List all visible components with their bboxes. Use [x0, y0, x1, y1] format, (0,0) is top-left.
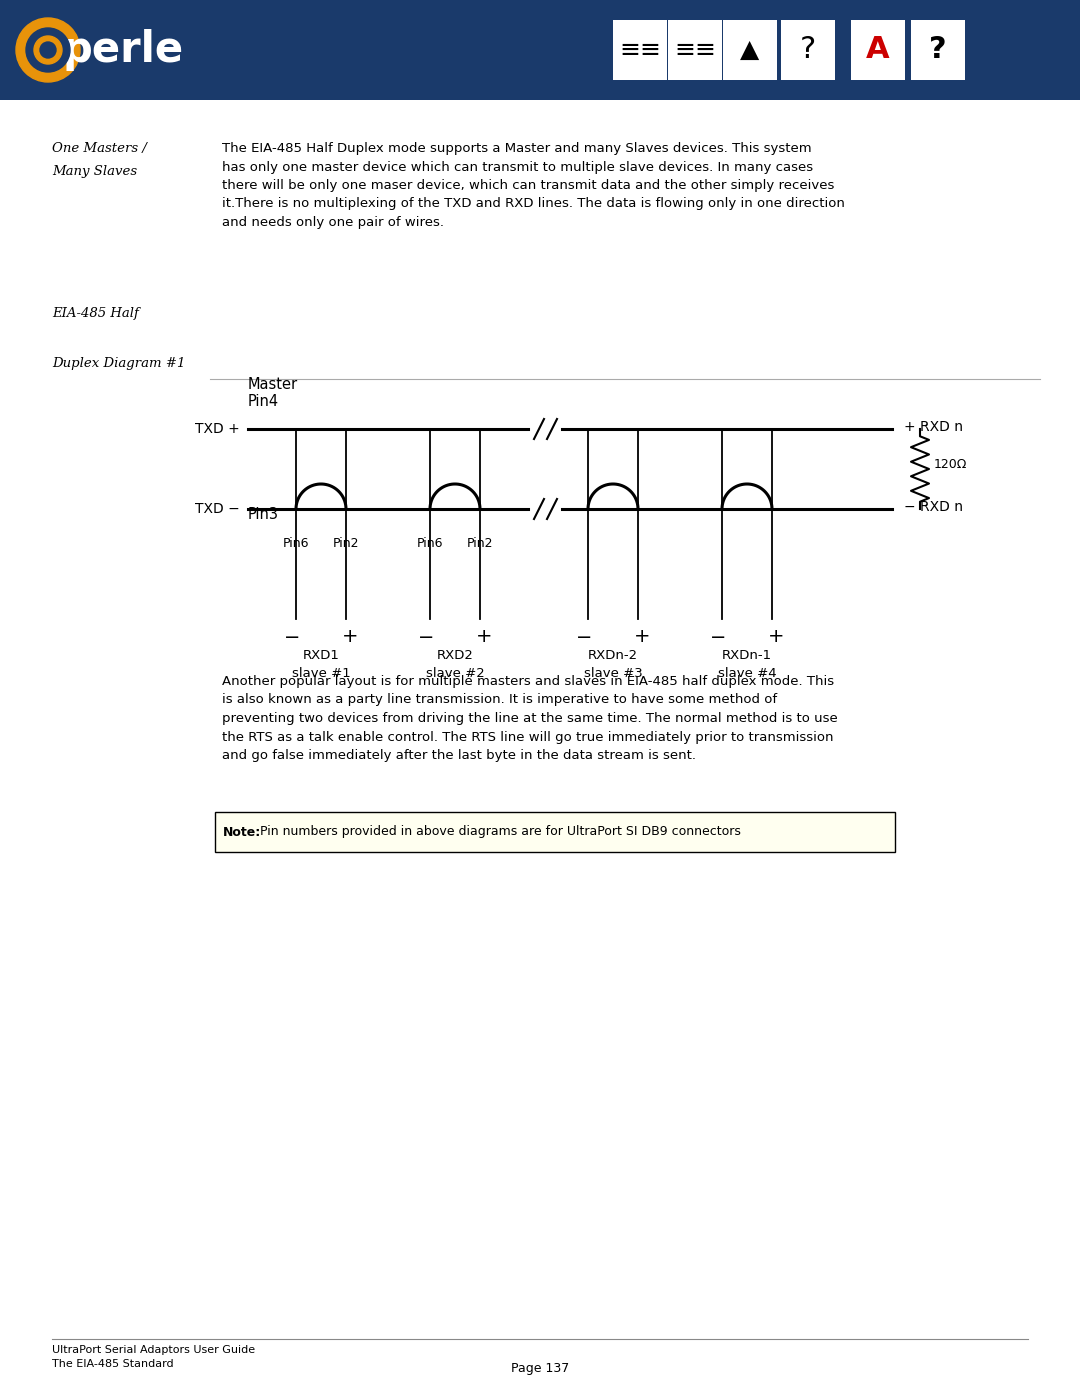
Bar [723, 20, 777, 80]
Text: ≡≡: ≡≡ [674, 38, 716, 61]
Circle shape [16, 18, 80, 82]
Text: perle: perle [63, 29, 184, 71]
Bar [669, 20, 723, 80]
Text: Master: Master [248, 377, 298, 393]
Text: ≡≡: ≡≡ [619, 38, 661, 61]
Text: 120Ω: 120Ω [934, 457, 968, 471]
Text: The EIA-485 Standard: The EIA-485 Standard [52, 1359, 174, 1369]
Text: ?: ? [929, 35, 947, 64]
Bar [215, 812, 895, 852]
Text: EIA-485 Half

Duplex Diagram #1: EIA-485 Half Duplex Diagram #1 [52, 307, 186, 370]
Circle shape [26, 28, 70, 73]
Circle shape [33, 36, 62, 64]
Text: TXD +: TXD + [195, 422, 240, 436]
Bar [912, 20, 966, 80]
Text: Pin numbers provided in above diagrams are for UltraPort SI DB9 connectors: Pin numbers provided in above diagrams a… [256, 826, 741, 838]
Text: −: − [418, 627, 434, 647]
Text: +: + [768, 627, 784, 647]
Text: A: A [866, 35, 890, 64]
Text: Pin4: Pin4 [248, 394, 279, 409]
Text: −: − [284, 627, 300, 647]
Text: Page 137: Page 137 [511, 1362, 569, 1375]
Text: +: + [634, 627, 650, 647]
Text: One Masters /
Many Slaves: One Masters / Many Slaves [52, 142, 147, 177]
Bar [0, 0, 1080, 101]
Text: −: − [710, 627, 726, 647]
Text: Pin2: Pin2 [467, 536, 494, 550]
Text: Pin3: Pin3 [248, 507, 279, 522]
Text: Another popular layout is for multiple masters and slaves in EIA-485 half duplex: Another popular layout is for multiple m… [222, 675, 838, 761]
Text: Pin6: Pin6 [283, 536, 309, 550]
Bar [613, 20, 667, 80]
Text: The EIA-485 Half Duplex mode supports a Master and many Slaves devices. This sys: The EIA-485 Half Duplex mode supports a … [222, 142, 845, 229]
Text: ▲: ▲ [741, 38, 759, 61]
Text: RXDn-2
slave #3: RXDn-2 slave #3 [583, 650, 643, 680]
Text: RXD2
slave #2: RXD2 slave #2 [426, 650, 484, 680]
Text: RXD1
slave #1: RXD1 slave #1 [292, 650, 350, 680]
Text: +: + [476, 627, 492, 647]
Text: Pin6: Pin6 [417, 536, 443, 550]
Text: TXD −: TXD − [195, 502, 240, 515]
Text: − RXD n: − RXD n [904, 500, 963, 514]
Text: UltraPort Serial Adaptors User Guide: UltraPort Serial Adaptors User Guide [52, 1345, 255, 1355]
Circle shape [40, 42, 56, 59]
Text: −: − [576, 627, 592, 647]
Bar [851, 20, 905, 80]
Bar [781, 20, 835, 80]
Text: ?: ? [800, 35, 816, 64]
Text: + RXD n: + RXD n [904, 420, 963, 434]
Text: +: + [341, 627, 359, 647]
Text: Pin2: Pin2 [333, 536, 360, 550]
Text: Note:: Note: [222, 826, 261, 838]
Text: RXDn-1
slave #4: RXDn-1 slave #4 [718, 650, 777, 680]
